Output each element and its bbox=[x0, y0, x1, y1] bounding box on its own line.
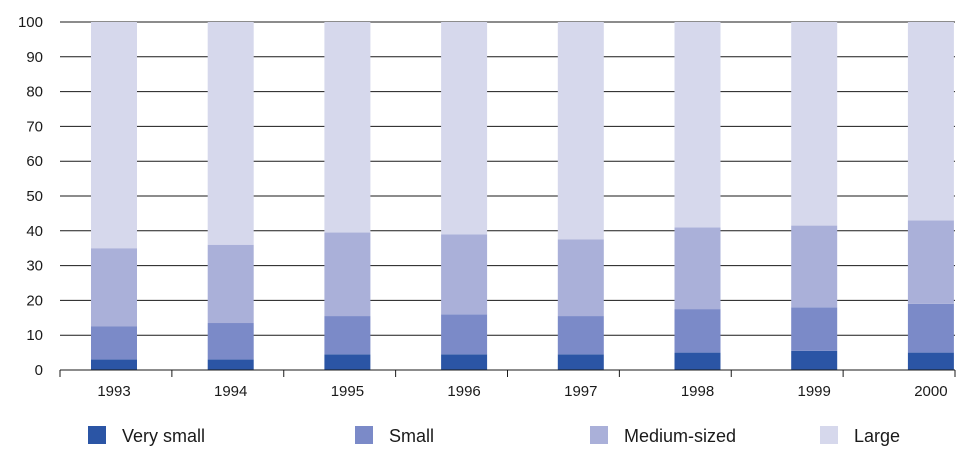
bar-1999-very-small bbox=[791, 350, 838, 370]
bars bbox=[91, 22, 954, 370]
y-tick-label-60: 60 bbox=[26, 153, 43, 170]
bar-1994-very-small bbox=[207, 359, 254, 370]
bar-1998-very-small bbox=[674, 352, 721, 370]
bar-1995-small bbox=[324, 316, 371, 355]
bar-1995-medium-sized bbox=[324, 232, 371, 317]
x-tick-label-2000: 2000 bbox=[914, 383, 947, 400]
bar-1994-small bbox=[207, 323, 254, 360]
x-tick-label-1998: 1998 bbox=[681, 383, 714, 400]
y-tick-label-0: 0 bbox=[35, 362, 43, 379]
bar-1997-medium-sized bbox=[557, 239, 604, 317]
legend-label-large: Large bbox=[854, 426, 900, 446]
bar-1997-large bbox=[557, 22, 604, 240]
legend-label-very-small: Very small bbox=[122, 426, 205, 446]
y-tick-label-90: 90 bbox=[26, 49, 43, 66]
x-tick-label-1996: 1996 bbox=[447, 383, 480, 400]
y-tick-label-30: 30 bbox=[26, 258, 43, 275]
bar-2000-medium-sized bbox=[907, 220, 954, 304]
bar-1995-large bbox=[324, 22, 371, 233]
bar-2000-small bbox=[907, 303, 954, 353]
bar-1998-large bbox=[674, 22, 721, 228]
x-tick-label-1993: 1993 bbox=[97, 383, 130, 400]
legend-swatch-medium-sized bbox=[590, 426, 608, 444]
bar-2000-very-small bbox=[907, 352, 954, 370]
x-tick-label-1994: 1994 bbox=[214, 383, 247, 400]
bar-1999-small bbox=[791, 307, 838, 351]
bar-1993-medium-sized bbox=[91, 248, 137, 327]
bar-1993-small bbox=[91, 326, 137, 360]
y-tick-label-50: 50 bbox=[26, 188, 43, 205]
x-tick-label-1997: 1997 bbox=[564, 383, 597, 400]
y-axis-ticks: 0 10 20 30 40 50 60 70 80 90 100 bbox=[18, 14, 43, 379]
legend-label-small: Small bbox=[389, 426, 434, 446]
bar-1997-small bbox=[557, 316, 604, 355]
legend-swatch-large bbox=[820, 426, 838, 444]
bar-1995-very-small bbox=[324, 354, 371, 370]
legend-label-medium-sized: Medium-sized bbox=[624, 426, 736, 446]
bar-1996-very-small bbox=[441, 354, 488, 370]
x-tick-label-1995: 1995 bbox=[331, 383, 364, 400]
bar-1999-large bbox=[791, 22, 838, 226]
y-tick-label-40: 40 bbox=[26, 223, 43, 240]
y-tick-label-100: 100 bbox=[18, 14, 43, 31]
bar-1994-large bbox=[207, 22, 254, 245]
bar-1993-large bbox=[91, 22, 137, 249]
bar-1998-medium-sized bbox=[674, 227, 721, 310]
x-tick-label-1999: 1999 bbox=[798, 383, 831, 400]
y-tick-label-70: 70 bbox=[26, 118, 43, 135]
bar-2000-large bbox=[907, 22, 954, 221]
y-tick-label-80: 80 bbox=[26, 84, 43, 101]
legend: Very small Small Medium-sized Large bbox=[88, 426, 900, 446]
bar-1996-medium-sized bbox=[441, 234, 488, 315]
x-axis: 1993 1994 1995 1996 1997 1998 1999 2000 bbox=[59, 369, 956, 400]
bar-1998-small bbox=[674, 309, 721, 353]
bar-1993-very-small bbox=[91, 359, 137, 370]
y-tick-label-20: 20 bbox=[26, 292, 43, 309]
bar-1999-medium-sized bbox=[791, 225, 838, 308]
bar-1996-large bbox=[441, 22, 488, 235]
bar-1996-small bbox=[441, 314, 488, 355]
bar-1994-medium-sized bbox=[207, 244, 254, 324]
legend-swatch-small bbox=[355, 426, 373, 444]
legend-swatch-very-small bbox=[88, 426, 106, 444]
bar-1997-very-small bbox=[557, 354, 604, 370]
y-tick-label-10: 10 bbox=[26, 327, 43, 344]
